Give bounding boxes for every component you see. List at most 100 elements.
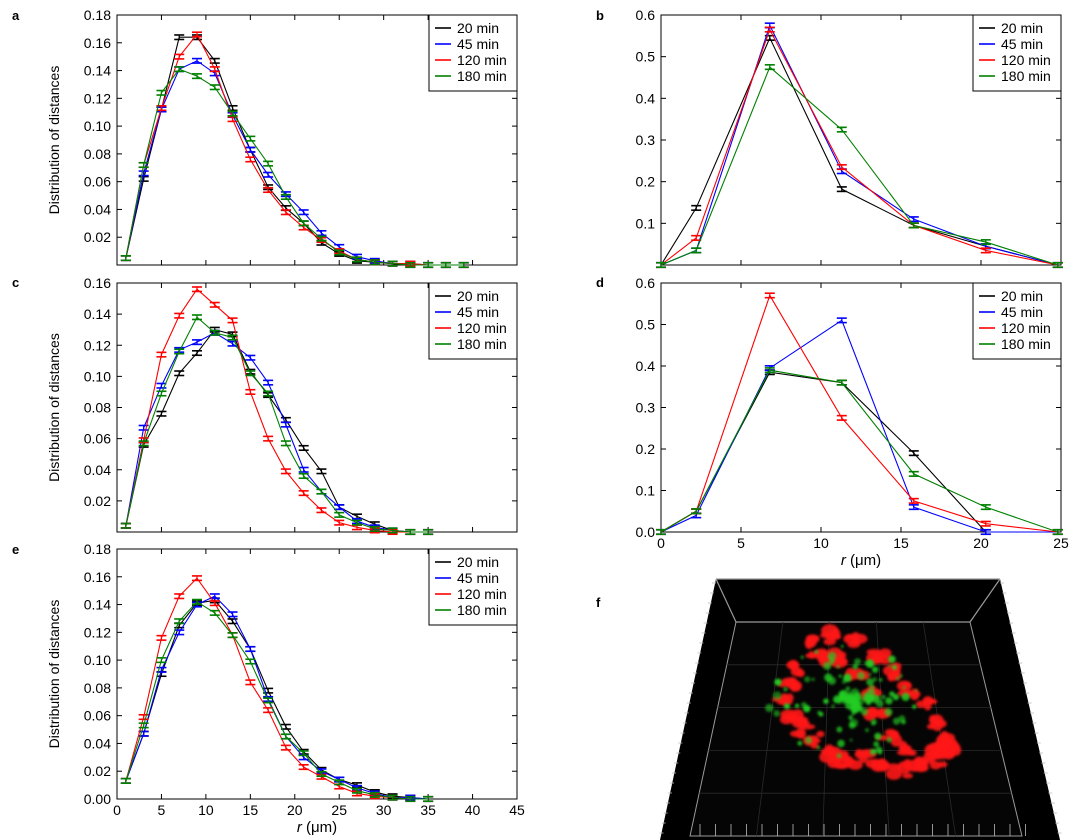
green-blob [914,689,918,693]
green-blob [783,703,791,710]
red-blob [785,713,794,722]
legend-entry: 45 min [457,304,499,320]
green-blob [836,665,840,669]
red-blob [816,730,825,738]
green-channel [765,645,918,759]
x-tick-label: 15 [243,802,259,818]
y-tick-label: 0.08 [84,146,111,162]
green-blob [863,694,873,704]
y-tick-label: 0.14 [84,306,111,322]
x-tick-label: 20 [973,535,989,551]
red-blob [870,761,886,772]
y-tick-label: 0.5 [636,49,656,65]
series-line-120-min [125,577,429,800]
green-blob [848,715,853,720]
red-blob [823,638,836,646]
x-tick-label: 15 [893,535,909,551]
x-tick-label: 20 [287,802,303,818]
red-blob [885,763,902,770]
y-tick-label: 0.10 [84,368,111,384]
green-blob [871,666,879,673]
panel-c: c 0.02 0.04 0.06 0.08 0.10 0.12 0.14 0.16 Distrib… [12,275,518,536]
green-blob [895,676,900,681]
green-blob [911,704,917,709]
legend-entry: 180 min [1001,336,1051,352]
red-blob [867,707,878,719]
legend-entry: 20 min [457,288,499,304]
y-tick-label: 0.02 [84,763,111,779]
red-blob [930,714,944,727]
red-blob [913,764,929,773]
y-tick-label: 0.10 [84,652,111,668]
panel-a: a 0.02 0.04 0.06 0.08 0.10 0.12 0.14 0.16 0.18 Dis… [12,7,518,269]
y-tick-label: 0.06 [84,431,111,447]
panel-label-a: a [12,8,20,23]
y-tick-label: 0.04 [84,735,111,751]
green-blob [816,745,821,750]
y-tick-label: 0.06 [84,174,111,190]
green-blob [874,732,882,740]
green-blob [803,704,811,713]
green-blob [840,645,844,648]
red-blob [807,651,817,659]
green-blob [783,687,788,692]
render-grid-line [756,621,784,837]
green-blob [892,717,901,725]
green-blob [872,677,877,682]
y-tick-label: 0.08 [84,400,111,416]
panel-label-d: d [596,275,604,290]
red-blob [789,680,800,692]
green-blob [869,684,875,690]
x-tick-label: 45 [509,802,525,818]
y-tick-label: 0.16 [84,275,111,291]
green-blob [902,686,906,690]
red-blob [902,773,913,779]
render-box-edge [969,578,1001,623]
y-tick-label: 0.18 [84,541,111,557]
panel-label-e: e [12,542,19,557]
green-blob [833,699,837,703]
axes-frame [116,14,518,266]
series-line-180-min [660,66,1058,266]
y-tick-label: 0.2 [636,174,656,190]
y-tick-label: 0.12 [84,624,111,640]
green-blob [856,671,866,680]
green-blob [880,694,886,700]
red-blob [877,654,893,665]
render-floor [689,621,1023,837]
red-blob [885,768,902,780]
legend-entry: 20 min [457,20,499,36]
green-blob [868,673,872,676]
x-tick-label: 30 [376,802,392,818]
green-blob [885,697,893,705]
series-line-45-min [125,60,464,266]
green-blob [854,658,861,666]
red-blob [790,667,804,677]
x-axis-label: r (μm) [841,552,881,569]
legend-entry: 120 min [457,586,507,602]
red-blob [923,699,932,711]
y-tick-label: 0.10 [84,118,111,134]
green-blob [828,656,832,660]
green-blob [865,659,875,668]
green-blob [873,741,880,747]
green-blob [871,722,875,726]
x-tick-label: 0 [657,535,665,551]
green-blob [837,739,845,748]
series-line-20-min [660,371,1058,533]
legend-entry: 20 min [457,554,499,570]
red-blob [898,746,911,752]
y-tick-label: 0.16 [84,569,111,585]
green-blob [888,655,896,664]
green-blob [892,665,897,670]
y-tick-label: 0.04 [84,201,111,217]
red-blob [902,681,912,688]
y-tick-label: 0.14 [84,63,111,79]
red-blob [937,761,948,768]
y-tick-label: 0.3 [636,132,656,148]
x-tick-label: 25 [331,802,347,818]
green-blob [849,738,853,742]
green-blob [774,678,782,686]
y-axis-label: Distribution of distances [46,66,62,215]
